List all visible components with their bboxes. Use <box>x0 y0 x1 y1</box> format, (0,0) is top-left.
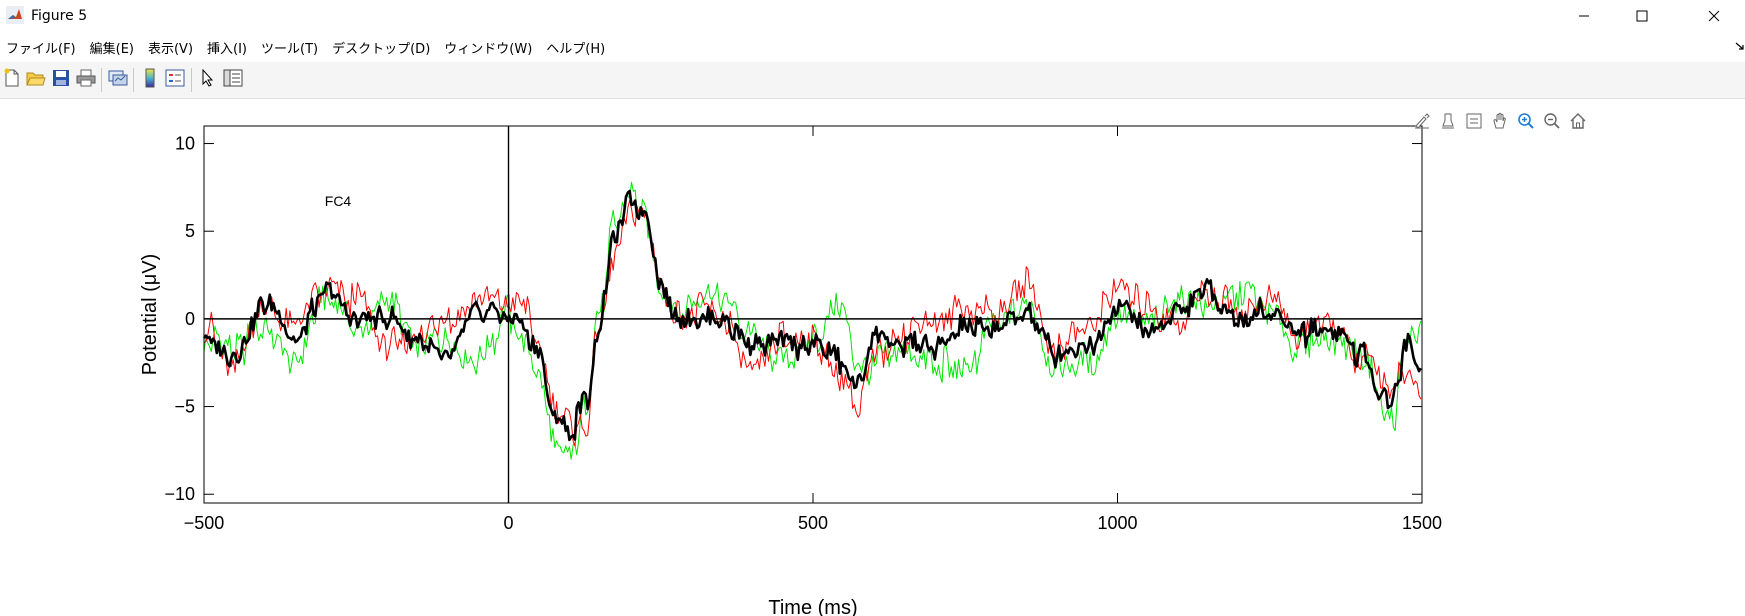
x-tick-label: 500 <box>798 513 828 533</box>
menu-edit[interactable]: 編集(E) <box>89 41 134 57</box>
open-file-icon <box>26 69 46 91</box>
minimize-icon <box>1578 7 1590 26</box>
y-tick-label: 0 <box>185 309 195 329</box>
legend-icon <box>165 69 185 91</box>
close-button[interactable] <box>1685 0 1743 32</box>
y-axis-label: Potential (μV) <box>139 254 161 376</box>
print-icon <box>76 69 96 91</box>
x-tick-label: −500 <box>184 513 225 533</box>
colorbar-icon <box>143 68 157 92</box>
close-icon <box>1708 7 1720 26</box>
y-tick-label: −5 <box>174 397 195 417</box>
insert-legend-button[interactable] <box>1463 112 1485 134</box>
zoom-out-button[interactable] <box>1541 112 1563 134</box>
series-line-1 <box>203 200 1422 447</box>
x-tick-label: 1000 <box>1097 513 1137 533</box>
legend-button[interactable] <box>164 69 186 91</box>
save-button[interactable] <box>50 69 72 91</box>
link-plot-icon <box>108 69 128 91</box>
pan-button[interactable] <box>1489 112 1511 134</box>
restore-view-button[interactable] <box>1567 112 1589 134</box>
menu-window[interactable]: ウィンドウ(W) <box>444 41 533 57</box>
dock-arrow-icon[interactable] <box>1735 40 1745 54</box>
axes-background <box>204 126 1422 503</box>
toolbar-separator <box>101 68 102 92</box>
insert-legend-icon <box>1465 112 1483 134</box>
menu-tools[interactable]: ツール(T) <box>261 41 319 57</box>
matlab-logo-icon <box>6 6 24 24</box>
minimize-button[interactable] <box>1555 0 1613 32</box>
channel-label: FC4 <box>325 193 352 209</box>
new-figure-button[interactable] <box>1 68 23 92</box>
y-tick-label: −10 <box>164 484 195 504</box>
save-icon <box>52 69 70 91</box>
menu-help[interactable]: ヘルプ(H) <box>546 41 606 57</box>
series-line-2 <box>202 189 1422 442</box>
property-inspector-button[interactable] <box>222 69 244 91</box>
zoom-in-button[interactable] <box>1515 112 1537 134</box>
edit-plot-button[interactable] <box>197 68 219 91</box>
x-axis-label: Time (ms) <box>768 597 857 616</box>
property-inspector-icon <box>223 69 243 91</box>
y-tick-label: 10 <box>175 134 195 154</box>
menu-view[interactable]: 表示(V) <box>147 41 194 57</box>
brush-icon <box>1413 112 1431 134</box>
zoom-out-icon <box>1543 112 1561 134</box>
menu-bar: ファイル(F) 編集(E) 表示(V) 挿入(I) ツール(T) デスクトップ(… <box>0 36 1745 58</box>
open-file-button[interactable] <box>25 69 47 91</box>
toolbar-separator <box>191 68 192 92</box>
maximize-button[interactable] <box>1613 0 1671 32</box>
title-bar: Figure 5 <box>0 0 1745 32</box>
x-tick-label: 1500 <box>1402 513 1442 533</box>
new-figure-icon <box>3 68 21 92</box>
print-button[interactable] <box>75 69 97 91</box>
window-title: Figure 5 <box>31 8 88 24</box>
maximize-icon <box>1636 7 1648 26</box>
data-tips-button[interactable] <box>1437 112 1459 134</box>
brush-button[interactable] <box>1411 112 1433 134</box>
pan-icon <box>1491 112 1509 134</box>
figure-toolbar <box>0 62 1745 99</box>
data-tips-icon <box>1439 112 1457 134</box>
axes-toolbar <box>1411 112 1589 134</box>
zoom-in-icon <box>1517 112 1535 134</box>
edit-plot-icon <box>200 68 216 91</box>
colorbar-button[interactable] <box>139 68 161 92</box>
axes-layer: −500 0 500 1000 1500 −10 −5 0 5 10 FC4 Time (ms) Pot… <box>139 125 1442 616</box>
x-tick-label: 0 <box>503 513 513 533</box>
menu-insert[interactable]: 挿入(I) <box>207 41 248 57</box>
series-layer <box>202 126 1422 503</box>
link-plot-button[interactable] <box>107 69 129 91</box>
toolbar-separator <box>133 68 134 92</box>
y-tick-label: 5 <box>185 221 195 241</box>
menu-file[interactable]: ファイル(F) <box>6 41 76 57</box>
restore-view-icon <box>1569 112 1587 134</box>
menu-desktop[interactable]: デスクトップ(D) <box>332 41 431 57</box>
